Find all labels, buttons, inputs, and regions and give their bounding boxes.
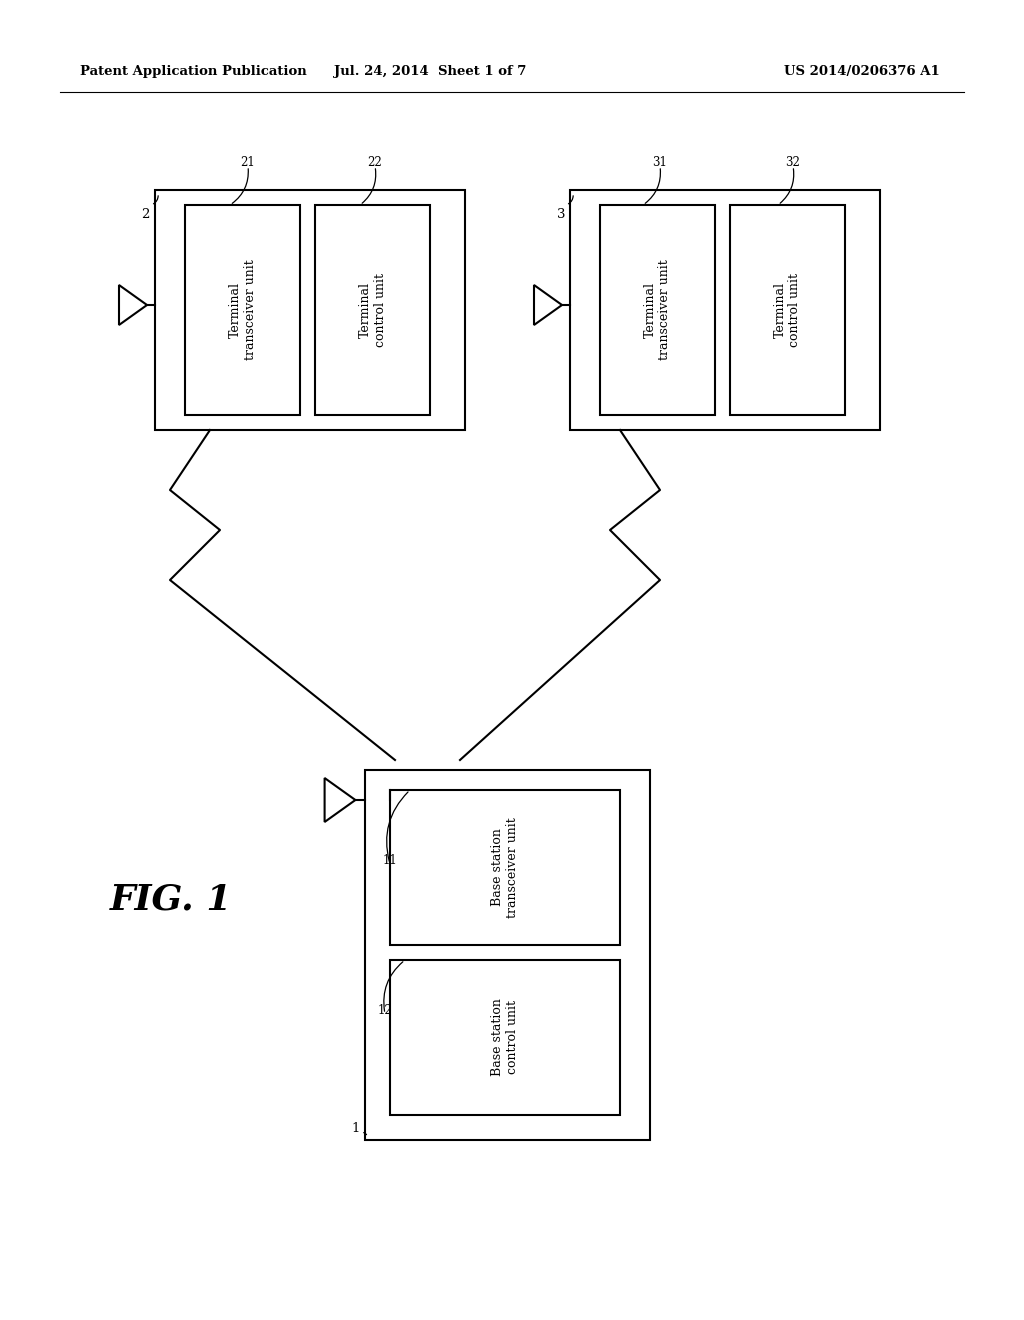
Text: Jul. 24, 2014  Sheet 1 of 7: Jul. 24, 2014 Sheet 1 of 7 bbox=[334, 66, 526, 78]
FancyArrowPatch shape bbox=[387, 792, 408, 862]
Text: US 2014/0206376 A1: US 2014/0206376 A1 bbox=[784, 66, 940, 78]
FancyArrowPatch shape bbox=[645, 169, 660, 203]
Text: 31: 31 bbox=[652, 156, 668, 169]
FancyArrowPatch shape bbox=[384, 962, 402, 1011]
Text: Terminal
control unit: Terminal control unit bbox=[358, 273, 386, 347]
Text: Terminal
transceiver unit: Terminal transceiver unit bbox=[643, 260, 672, 360]
Text: 32: 32 bbox=[785, 156, 801, 169]
Bar bbox=[365, 770, 650, 1140]
Bar bbox=[315, 205, 430, 414]
Text: Terminal
transceiver unit: Terminal transceiver unit bbox=[228, 260, 256, 360]
Bar bbox=[570, 190, 880, 430]
Text: Patent Application Publication: Patent Application Publication bbox=[80, 66, 307, 78]
FancyArrowPatch shape bbox=[780, 169, 794, 203]
Text: Terminal
control unit: Terminal control unit bbox=[773, 273, 802, 347]
Text: Base station
control unit: Base station control unit bbox=[490, 998, 519, 1076]
Text: FIG. 1: FIG. 1 bbox=[110, 883, 232, 917]
Text: 21: 21 bbox=[241, 156, 255, 169]
Text: 11: 11 bbox=[383, 854, 397, 866]
Bar bbox=[155, 190, 465, 430]
Bar bbox=[390, 789, 620, 945]
Bar bbox=[185, 205, 300, 414]
Bar bbox=[390, 960, 620, 1115]
Text: 22: 22 bbox=[368, 156, 382, 169]
Bar bbox=[600, 205, 715, 414]
Text: 3: 3 bbox=[556, 209, 565, 220]
Bar bbox=[730, 205, 845, 414]
FancyArrowPatch shape bbox=[232, 169, 248, 203]
Text: 2: 2 bbox=[141, 209, 150, 220]
FancyArrowPatch shape bbox=[568, 195, 573, 203]
Text: Base station
transceiver unit: Base station transceiver unit bbox=[490, 817, 519, 917]
Text: 12: 12 bbox=[378, 1003, 392, 1016]
FancyArrowPatch shape bbox=[364, 1133, 367, 1135]
Text: 1: 1 bbox=[351, 1122, 360, 1135]
FancyArrowPatch shape bbox=[362, 169, 376, 203]
FancyArrowPatch shape bbox=[154, 195, 158, 203]
